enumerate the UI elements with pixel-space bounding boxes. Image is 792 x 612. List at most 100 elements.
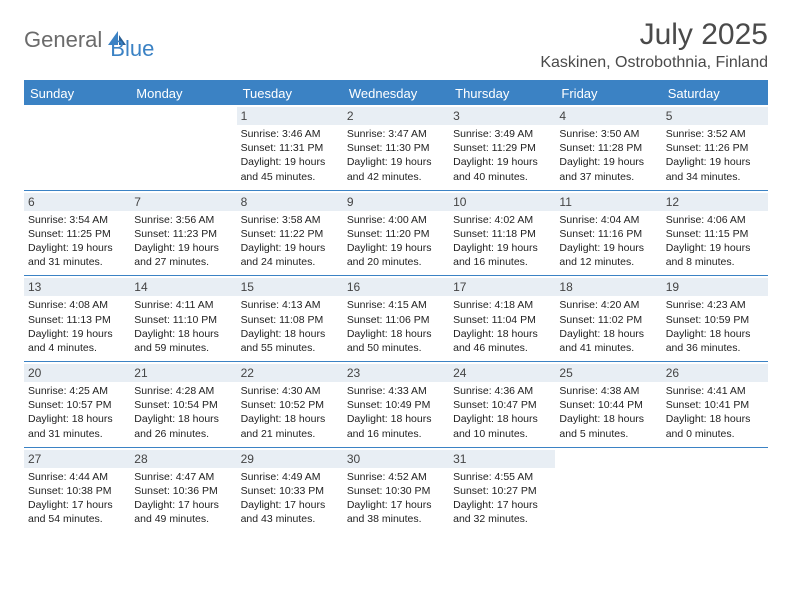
logo-text-blue: Blue — [110, 36, 154, 62]
sunrise-line: Sunrise: 4:18 AM — [453, 298, 551, 312]
day-number: 14 — [130, 278, 236, 296]
page-title: July 2025 — [540, 18, 768, 52]
dayhead-sun: Sunday — [24, 82, 130, 105]
daylight-line: and 32 minutes. — [453, 512, 551, 526]
daylight-line: Daylight: 18 hours — [134, 412, 232, 426]
daylight-line: Daylight: 18 hours — [241, 327, 339, 341]
sunset-line: Sunset: 10:57 PM — [28, 398, 126, 412]
sunset-line: Sunset: 11:28 PM — [559, 141, 657, 155]
location-label: Kaskinen, Ostrobothnia, Finland — [540, 54, 768, 72]
calendar-cell: 31Sunrise: 4:55 AMSunset: 10:27 PMDaylig… — [449, 448, 555, 533]
calendar-cell: 13Sunrise: 4:08 AMSunset: 11:13 PMDaylig… — [24, 276, 130, 361]
sunset-line: Sunset: 11:22 PM — [241, 227, 339, 241]
sunset-line: Sunset: 10:47 PM — [453, 398, 551, 412]
calendar-cell: 15Sunrise: 4:13 AMSunset: 11:08 PMDaylig… — [237, 276, 343, 361]
day-number: 18 — [555, 278, 661, 296]
calendar-cell — [662, 448, 768, 533]
daylight-line: and 26 minutes. — [134, 427, 232, 441]
sunrise-line: Sunrise: 3:46 AM — [241, 127, 339, 141]
daylight-line: Daylight: 19 hours — [347, 155, 445, 169]
sunrise-line: Sunrise: 3:50 AM — [559, 127, 657, 141]
calendar-cell: 19Sunrise: 4:23 AMSunset: 10:59 PMDaylig… — [662, 276, 768, 361]
daylight-line: and 12 minutes. — [559, 255, 657, 269]
calendar-cell: 23Sunrise: 4:33 AMSunset: 10:49 PMDaylig… — [343, 362, 449, 447]
calendar: Sunday Monday Tuesday Wednesday Thursday… — [24, 80, 768, 532]
day-number: 17 — [449, 278, 555, 296]
day-number: 29 — [237, 450, 343, 468]
daylight-line: and 31 minutes. — [28, 427, 126, 441]
sunrise-line: Sunrise: 4:52 AM — [347, 470, 445, 484]
daylight-line: Daylight: 18 hours — [559, 412, 657, 426]
calendar-cell: 5Sunrise: 3:52 AMSunset: 11:26 PMDayligh… — [662, 105, 768, 190]
daylight-line: and 21 minutes. — [241, 427, 339, 441]
dayhead-thu: Thursday — [449, 82, 555, 105]
sunset-line: Sunset: 11:06 PM — [347, 313, 445, 327]
calendar-cell: 6Sunrise: 3:54 AMSunset: 11:25 PMDayligh… — [24, 191, 130, 276]
sunrise-line: Sunrise: 4:13 AM — [241, 298, 339, 312]
calendar-cell: 21Sunrise: 4:28 AMSunset: 10:54 PMDaylig… — [130, 362, 236, 447]
day-number — [130, 107, 236, 111]
day-number: 13 — [24, 278, 130, 296]
sunrise-line: Sunrise: 4:44 AM — [28, 470, 126, 484]
sunrise-line: Sunrise: 4:49 AM — [241, 470, 339, 484]
daylight-line: Daylight: 19 hours — [559, 155, 657, 169]
sunset-line: Sunset: 10:38 PM — [28, 484, 126, 498]
week-row: 27 Sunrise: 4:44 AMSunset: 10:38 PMDaylig… — [24, 448, 768, 533]
daylight-line: and 45 minutes. — [241, 170, 339, 184]
sunset-line: Sunset: 10:52 PM — [241, 398, 339, 412]
daylight-line: and 43 minutes. — [241, 512, 339, 526]
day-number: 6 — [24, 193, 130, 211]
day-number — [662, 450, 768, 454]
day-number: 31 — [449, 450, 555, 468]
day-number: 10 — [449, 193, 555, 211]
daylight-line: Daylight: 18 hours — [347, 412, 445, 426]
sunrise-line: Sunrise: 4:00 AM — [347, 213, 445, 227]
sunrise-line: Sunrise: 4:06 AM — [666, 213, 764, 227]
day-number: 8 — [237, 193, 343, 211]
dayhead-fri: Friday — [555, 82, 661, 105]
calendar-cell: 10Sunrise: 4:02 AMSunset: 11:18 PMDaylig… — [449, 191, 555, 276]
sunset-line: Sunset: 10:54 PM — [134, 398, 232, 412]
calendar-cell: 7Sunrise: 3:56 AMSunset: 11:23 PMDayligh… — [130, 191, 236, 276]
daylight-line: Daylight: 18 hours — [666, 327, 764, 341]
daylight-line: and 59 minutes. — [134, 341, 232, 355]
calendar-cell: 20Sunrise: 4:25 AMSunset: 10:57 PMDaylig… — [24, 362, 130, 447]
sunrise-line: Sunrise: 4:33 AM — [347, 384, 445, 398]
sunset-line: Sunset: 11:16 PM — [559, 227, 657, 241]
day-number: 24 — [449, 364, 555, 382]
sunrise-line: Sunrise: 3:49 AM — [453, 127, 551, 141]
day-number: 27 — [24, 450, 130, 468]
calendar-cell: 30Sunrise: 4:52 AMSunset: 10:30 PMDaylig… — [343, 448, 449, 533]
day-number: 3 — [449, 107, 555, 125]
week-row: 20Sunrise: 4:25 AMSunset: 10:57 PMDaylig… — [24, 362, 768, 448]
sunrise-line: Sunrise: 4:47 AM — [134, 470, 232, 484]
day-number — [555, 450, 661, 454]
sunrise-line: Sunrise: 3:47 AM — [347, 127, 445, 141]
dayhead-sat: Saturday — [662, 82, 768, 105]
sunrise-line: Sunrise: 3:58 AM — [241, 213, 339, 227]
daylight-line: and 27 minutes. — [134, 255, 232, 269]
logo-text-general: General — [24, 27, 102, 53]
day-number: 11 — [555, 193, 661, 211]
sunset-line: Sunset: 10:27 PM — [453, 484, 551, 498]
daylight-line: and 55 minutes. — [241, 341, 339, 355]
week-row: 1Sunrise: 3:46 AMSunset: 11:31 PMDayligh… — [24, 105, 768, 191]
daylight-line: and 10 minutes. — [453, 427, 551, 441]
daylight-line: and 46 minutes. — [453, 341, 551, 355]
sunrise-line: Sunrise: 4:04 AM — [559, 213, 657, 227]
sunrise-line: Sunrise: 4:08 AM — [28, 298, 126, 312]
daylight-line: Daylight: 18 hours — [453, 412, 551, 426]
week-row: 6Sunrise: 3:54 AMSunset: 11:25 PMDayligh… — [24, 191, 768, 277]
calendar-cell: 25Sunrise: 4:38 AMSunset: 10:44 PMDaylig… — [555, 362, 661, 447]
sunset-line: Sunset: 11:25 PM — [28, 227, 126, 241]
daylight-line: and 24 minutes. — [241, 255, 339, 269]
daylight-line: Daylight: 17 hours — [28, 498, 126, 512]
daylight-line: and 38 minutes. — [347, 512, 445, 526]
calendar-cell: 4Sunrise: 3:50 AMSunset: 11:28 PMDayligh… — [555, 105, 661, 190]
logo: General Blue — [24, 18, 154, 62]
day-number: 12 — [662, 193, 768, 211]
sunset-line: Sunset: 11:30 PM — [347, 141, 445, 155]
daylight-line: and 54 minutes. — [28, 512, 126, 526]
daylight-line: and 8 minutes. — [666, 255, 764, 269]
sunrise-line: Sunrise: 4:25 AM — [28, 384, 126, 398]
